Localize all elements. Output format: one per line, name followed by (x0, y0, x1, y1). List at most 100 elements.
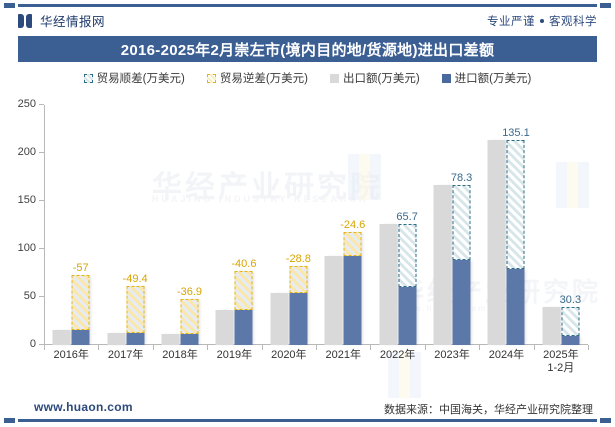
x-axis-label: 2021年 (325, 349, 361, 361)
bar-import[interactable]: 30.3 (560, 294, 581, 345)
bar-import[interactable]: -49.4 (123, 273, 148, 345)
diff-value-label: 78.3 (450, 171, 473, 184)
bar-import[interactable]: -57 (71, 262, 90, 345)
diff-box-deficit[interactable]: -36.9 (177, 286, 202, 334)
bar-import[interactable]: -40.6 (231, 258, 256, 345)
bar-group: -28.8 (262, 105, 318, 350)
diff-value-label: 30.3 (559, 294, 582, 307)
y-tick (39, 104, 44, 105)
bar-pair: 135.1 (487, 105, 530, 345)
bar-import[interactable]: 78.3 (451, 172, 472, 345)
slogan-left: 专业严谨 (487, 16, 535, 28)
watermark-flag-icon (348, 154, 382, 200)
bullet-dot-icon (540, 19, 544, 23)
legend-swatch-deficit-icon (206, 73, 216, 83)
bar-import[interactable]: -28.8 (286, 253, 311, 345)
y-tick-label: 50 (23, 290, 36, 302)
x-axis-label: 2018年 (162, 349, 198, 361)
footer: www.huaon.com 数据来源：中国海关，华经产业研究院整理 (0, 398, 615, 427)
x-tick (316, 345, 318, 350)
slogan-right: 客观科学 (549, 16, 597, 28)
legend-swatch-surplus-icon (83, 73, 93, 83)
x-axis-label: 2017年 (107, 349, 144, 361)
bar-export[interactable] (270, 293, 289, 345)
y-gridline: 150 (18, 194, 588, 206)
bar-group: 78.3 (425, 105, 481, 350)
bar-export[interactable] (215, 309, 234, 345)
bar-pair: -24.6 (324, 105, 365, 345)
bar-export[interactable] (161, 333, 180, 345)
legend-label-export: 出口额(万美元) (343, 73, 420, 85)
diff-box-deficit[interactable]: -28.8 (286, 253, 311, 294)
diff-box-deficit[interactable]: -49.4 (123, 273, 148, 334)
legend-label-surplus: 贸易顺差(万美元) (96, 73, 185, 85)
diff-value-label: 135.1 (502, 126, 530, 139)
x-tick (152, 345, 154, 350)
bar-export[interactable] (52, 329, 71, 345)
y-gridline: 250 (18, 98, 588, 110)
diff-box-deficit[interactable]: -57 (71, 262, 90, 330)
x-axis-labels: 2016年 2017年 2018年 2019年 2020年 2021年 2022年 2023年… (44, 349, 588, 375)
bar-import[interactable]: 65.7 (396, 211, 418, 345)
diff-box-deficit[interactable]: -24.6 (340, 219, 365, 256)
x-axis-sublabel: 1-2月 (547, 362, 575, 374)
plot-area: 0 50 100 150 200 250 -57 -49.4 -36.9 -40.6 -28.8-… (18, 98, 590, 350)
top-accent-rule (4, 3, 611, 8)
diff-box-surplus[interactable]: 78.3 (451, 172, 472, 260)
x-tick (424, 345, 426, 350)
y-tick (39, 296, 44, 297)
legend-item-import[interactable]: 进口额(万美元) (441, 70, 531, 86)
diff-box-surplus[interactable]: 65.7 (396, 211, 418, 288)
legend-item-surplus[interactable]: 贸易顺差(万美元) (83, 70, 185, 86)
bar-pair: 78.3 (433, 105, 472, 345)
x-tick (588, 345, 590, 350)
legend-swatch-export-icon (330, 73, 339, 83)
bar-export[interactable] (433, 184, 452, 345)
y-tick-label: 150 (17, 194, 36, 206)
x-axis-label: 2020年 (271, 349, 307, 361)
legend-swatch-import-icon (441, 73, 451, 83)
y-gridline: 200 (18, 146, 588, 158)
diff-value-label: -49.4 (122, 273, 148, 286)
footer-site-url[interactable]: www.huaon.com (34, 400, 133, 414)
site-logo[interactable]: 华经情报网 (18, 11, 105, 30)
bar-export[interactable] (324, 255, 343, 345)
bar-import[interactable]: -36.9 (177, 286, 202, 345)
y-tick-label: 250 (17, 98, 36, 110)
legend-item-export[interactable]: 出口额(万美元) (330, 70, 420, 86)
bar-pair: -28.8 (270, 105, 311, 345)
brand-name: 华经情报网 (40, 15, 106, 29)
legend-label-deficit: 贸易逆差(万美元) (219, 73, 308, 85)
x-axis-label: 2023年 (434, 349, 470, 361)
bar-export[interactable] (542, 307, 561, 345)
diff-value-label: -36.9 (176, 285, 203, 298)
x-axis (44, 344, 588, 345)
bar-import[interactable]: -24.6 (340, 219, 365, 345)
diff-value-label: -28.8 (285, 252, 311, 265)
slogan: 专业严谨 客观科学 (487, 13, 597, 29)
diff-value-label: -57 (72, 261, 89, 274)
legend-item-deficit[interactable]: 贸易逆差(万美元) (206, 70, 308, 86)
bar-import[interactable]: 135.1 (502, 127, 530, 345)
diff-box-deficit[interactable]: -40.6 (231, 258, 256, 310)
diff-box-surplus[interactable]: 30.3 (560, 294, 581, 337)
bar-group: -40.6 (207, 105, 263, 350)
bar-export[interactable] (487, 139, 506, 345)
bar-export[interactable] (107, 333, 126, 345)
footer-accent-rule (4, 418, 611, 423)
x-tick (207, 345, 209, 350)
bar-pair: 30.3 (542, 105, 581, 345)
x-tick (479, 345, 481, 350)
y-tick (39, 200, 44, 201)
bar-export[interactable] (379, 224, 398, 345)
y-tick (39, 344, 44, 345)
bar-pair: -40.6 (215, 105, 256, 345)
x-tick (370, 345, 372, 350)
y-axis (44, 105, 45, 345)
diff-box-surplus[interactable]: 135.1 (502, 127, 530, 270)
x-tick (261, 345, 263, 350)
bar-pair: -36.9 (161, 105, 202, 345)
bar-pair: -57 (52, 105, 90, 345)
y-tick (39, 152, 44, 153)
bar-group: 65.7 (370, 105, 426, 350)
